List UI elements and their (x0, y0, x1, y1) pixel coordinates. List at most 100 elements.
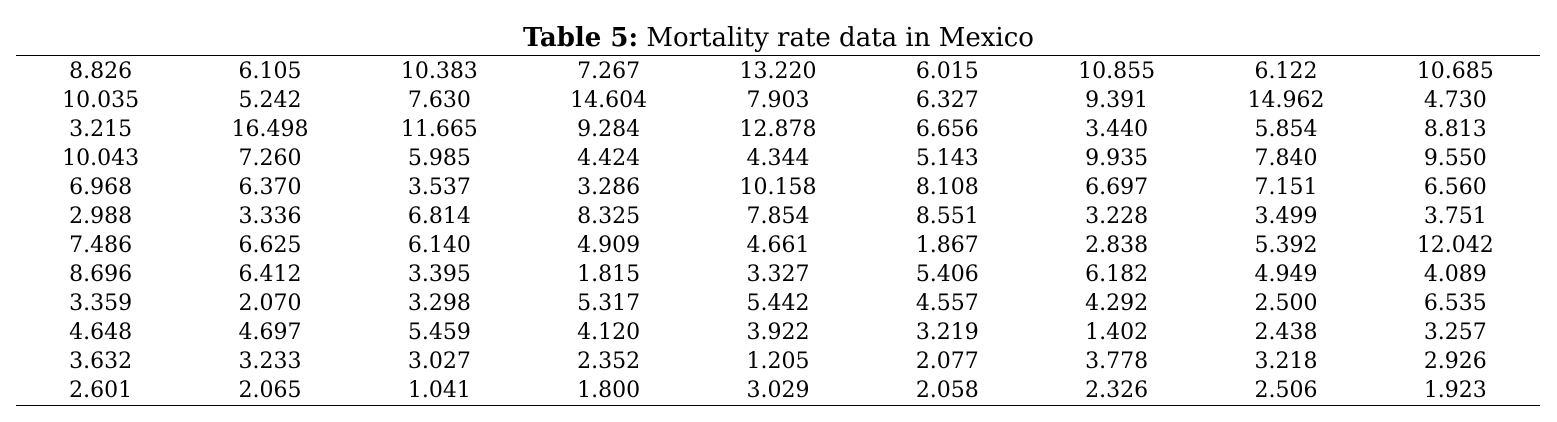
table-cell: 6.412 (238, 262, 302, 287)
table-cell: 3.233 (238, 349, 302, 374)
table-cell: 5.143 (915, 146, 979, 171)
table-caption-text: Mortality rate data in Mexico (638, 23, 1034, 53)
table-cell: 2.065 (238, 378, 302, 403)
table-body: 8.826 6.105 10.383 7.267 13.220 6.015 10.855 6.… (16, 57, 1540, 405)
table-cell: 2.352 (577, 349, 641, 374)
table-cell: 3.327 (746, 262, 810, 287)
table-cell: 6.656 (915, 117, 979, 142)
table-cell: 10.043 (62, 146, 140, 171)
table-cell: 5.242 (238, 88, 302, 113)
table-row: 6.968 6.370 3.537 3.286 10.158 8.108 6.697 7.15… (16, 173, 1540, 202)
table-cell: 3.257 (1423, 320, 1487, 345)
table-cell: 2.838 (1085, 233, 1149, 258)
table-cell: 7.903 (746, 88, 810, 113)
table-cell: 8.696 (69, 262, 133, 287)
table-cell: 3.298 (407, 291, 471, 316)
table-cell: 3.228 (1085, 204, 1149, 229)
table-cell: 3.395 (407, 262, 471, 287)
table-cell: 1.923 (1423, 378, 1487, 403)
table-cell: 6.015 (915, 59, 979, 84)
table-cell: 11.665 (400, 117, 478, 142)
table-cell: 4.661 (746, 233, 810, 258)
table-cell: 7.486 (69, 233, 133, 258)
table-cell: 1.205 (746, 349, 810, 374)
table-cell: 2.926 (1423, 349, 1487, 374)
table-cell: 6.182 (1085, 262, 1149, 287)
table-cell: 10.855 (1078, 59, 1156, 84)
table-cell: 3.440 (1085, 117, 1149, 142)
table-cell: 3.219 (915, 320, 979, 345)
table-cell: 8.108 (915, 175, 979, 200)
table-bottom-rule (16, 405, 1540, 406)
table-row: 3.359 2.070 3.298 5.317 5.442 4.557 4.292 2.500… (16, 289, 1540, 318)
table-cell: 16.498 (231, 117, 309, 142)
table-cell: 10.158 (739, 175, 817, 200)
table-cell: 3.537 (407, 175, 471, 200)
table-cell: 3.215 (69, 117, 133, 142)
table-row: 3.632 3.233 3.027 2.352 1.205 2.077 3.778 3.218… (16, 347, 1540, 376)
table-cell: 2.988 (69, 204, 133, 229)
table-cell: 8.551 (915, 204, 979, 229)
table-cell: 2.506 (1254, 378, 1318, 403)
table-row: 3.215 16.498 11.665 9.284 12.878 6.656 3.440 5.… (16, 115, 1540, 144)
table-cell: 3.499 (1254, 204, 1318, 229)
table-cell: 1.800 (577, 378, 641, 403)
table-row: 7.486 6.625 6.140 4.909 4.661 1.867 2.838 5.392… (16, 231, 1540, 260)
table-cell: 6.697 (1085, 175, 1149, 200)
table-cell: 6.814 (407, 204, 471, 229)
table-cell: 7.840 (1254, 146, 1318, 171)
table-cell: 4.344 (746, 146, 810, 171)
table-cell: 6.560 (1423, 175, 1487, 200)
table-row: 10.035 5.242 7.630 14.604 7.903 6.327 9.391 14.… (16, 86, 1540, 115)
table-cell: 6.370 (238, 175, 302, 200)
table-cell: 1.402 (1085, 320, 1149, 345)
table-cell: 2.326 (1085, 378, 1149, 403)
table-cell: 4.120 (577, 320, 641, 345)
table-cell: 4.697 (238, 320, 302, 345)
table-cell: 1.041 (407, 378, 471, 403)
table-cell: 7.260 (238, 146, 302, 171)
table-cell: 2.500 (1254, 291, 1318, 316)
table-cell: 1.867 (915, 233, 979, 258)
table-cell: 5.317 (577, 291, 641, 316)
table-cell: 4.730 (1423, 88, 1487, 113)
table-cell: 4.292 (1085, 291, 1149, 316)
table-cell: 4.648 (69, 320, 133, 345)
table-caption: Table 5: Mortality rate data in Mexico (0, 21, 1557, 55)
table-cell: 3.286 (577, 175, 641, 200)
mortality-rate-table: 8.826 6.105 10.383 7.267 13.220 6.015 10.855 6.… (16, 57, 1540, 405)
table-cell: 3.359 (69, 291, 133, 316)
table-row: 2.601 2.065 1.041 1.800 3.029 2.058 2.326 2.506… (16, 376, 1540, 405)
table-cell: 2.070 (238, 291, 302, 316)
table-cell: 10.035 (62, 88, 140, 113)
table-cell: 3.218 (1254, 349, 1318, 374)
table-cell: 3.027 (407, 349, 471, 374)
table-cell: 5.854 (1254, 117, 1318, 142)
table-cell: 7.267 (577, 59, 641, 84)
table-cell: 3.632 (69, 349, 133, 374)
table-cell: 4.424 (577, 146, 641, 171)
table-cell: 2.077 (915, 349, 979, 374)
table-cell: 8.325 (577, 204, 641, 229)
table-cell: 10.383 (400, 59, 478, 84)
table-cell: 14.604 (570, 88, 648, 113)
table-row: 8.696 6.412 3.395 1.815 3.327 5.406 6.182 4.949… (16, 260, 1540, 289)
table-cell: 7.151 (1254, 175, 1318, 200)
table-cell: 8.826 (69, 59, 133, 84)
table-cell: 4.089 (1423, 262, 1487, 287)
table-cell: 3.751 (1423, 204, 1487, 229)
table-caption-label: Table 5: (523, 23, 639, 53)
table-row: 10.043 7.260 5.985 4.424 4.344 5.143 9.935 7.84… (16, 144, 1540, 173)
table-row: 4.648 4.697 5.459 4.120 3.922 3.219 1.402 2.438… (16, 318, 1540, 347)
table-cell: 5.442 (746, 291, 810, 316)
table-cell: 6.105 (238, 59, 302, 84)
table-cell: 9.550 (1423, 146, 1487, 171)
table-row: 2.988 3.336 6.814 8.325 7.854 8.551 3.228 3.499… (16, 202, 1540, 231)
table-cell: 7.854 (746, 204, 810, 229)
table-cell: 12.042 (1416, 233, 1494, 258)
table-cell: 5.406 (915, 262, 979, 287)
table-cell: 4.909 (577, 233, 641, 258)
table-row: 8.826 6.105 10.383 7.267 13.220 6.015 10.855 6.… (16, 57, 1540, 86)
table-top-rule (16, 55, 1540, 56)
table-cell: 6.968 (69, 175, 133, 200)
